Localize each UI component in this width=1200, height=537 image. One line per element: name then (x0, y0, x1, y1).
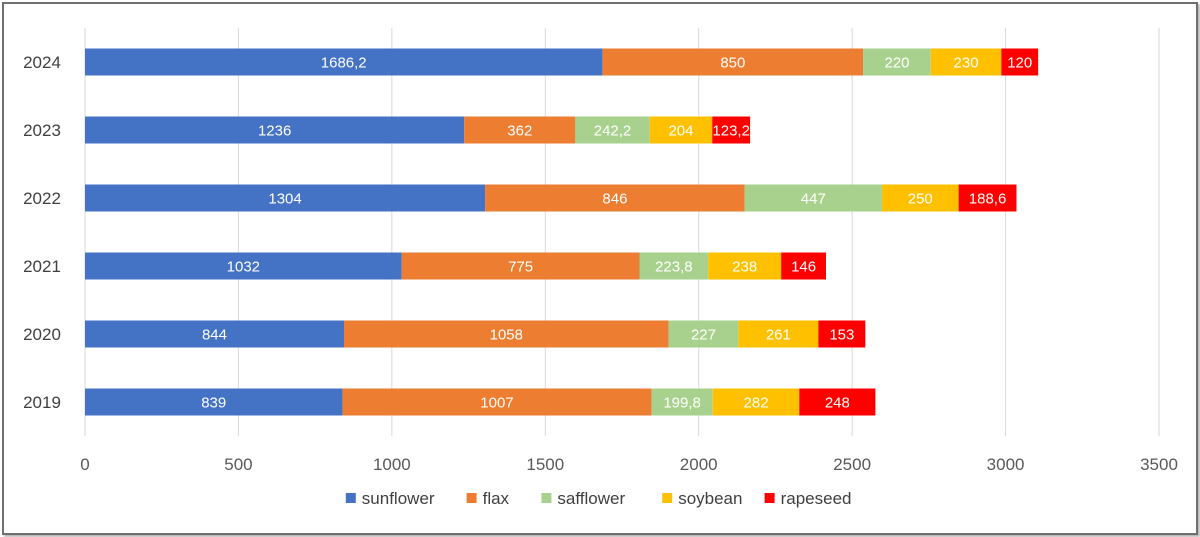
bar-segment-sunflower (85, 252, 402, 280)
data-label: 188,6 (969, 191, 1007, 208)
bar-segment-flax (464, 116, 576, 144)
bar-segment-soybean (708, 252, 782, 280)
data-label: 447 (801, 191, 826, 208)
legend-label-rapeseed: rapeseed (781, 489, 852, 508)
gridlines (84, 28, 1160, 436)
bar-segment-flax (602, 48, 864, 76)
bar-segment-safflower (575, 116, 650, 144)
legend-swatch-flax (466, 493, 477, 503)
data-label: 250 (908, 191, 933, 208)
legend-swatch-sunflower (345, 493, 356, 503)
data-label: 146 (791, 259, 816, 276)
data-label: 1304 (268, 191, 301, 208)
data-label: 220 (884, 55, 909, 72)
bar-segment-flax (342, 388, 652, 416)
data-label: 223,8 (655, 259, 693, 276)
x-tick-label: 2500 (833, 455, 871, 474)
bar-segment-safflower (651, 388, 713, 416)
category-label: 2021 (23, 257, 61, 276)
bar-segment-rapeseed (1001, 48, 1039, 76)
category-label: 2019 (23, 393, 61, 412)
bar-segment-safflower (668, 320, 739, 348)
bar-segment-sunflower (85, 388, 343, 416)
legend-swatch-rapeseed (764, 493, 775, 503)
data-label: 775 (508, 259, 533, 276)
data-label: 282 (744, 395, 769, 412)
x-tick-label: 3500 (1140, 455, 1178, 474)
bar-segment-soybean (712, 388, 800, 416)
bar-segment-sunflower (85, 116, 465, 144)
data-label: 1686,2 (321, 55, 367, 72)
x-tick-label: 2000 (680, 455, 718, 474)
data-label: 850 (720, 55, 745, 72)
data-label: 238 (732, 259, 757, 276)
category-label: 2022 (23, 189, 61, 208)
bar-segment-safflower (744, 184, 882, 212)
legend-label-sunflower: sunflower (362, 489, 435, 508)
data-label: 227 (691, 327, 716, 344)
data-label: 1007 (480, 395, 513, 412)
bar-segment-soybean (738, 320, 819, 348)
bar-segment-rapeseed (712, 116, 751, 144)
x-tick-label: 1500 (526, 455, 564, 474)
data-label: 362 (507, 123, 532, 140)
category-label: 2024 (23, 53, 61, 72)
category-labels: 2019 2020 2021 2022 2023 2024 (23, 53, 61, 412)
bar-segment-safflower (639, 252, 709, 280)
bar-segment-flax (401, 252, 640, 280)
x-tick-label: 1000 (373, 455, 411, 474)
category-label: 2023 (23, 121, 61, 140)
legend-swatch-soybean (662, 493, 673, 503)
data-label: 248 (825, 395, 850, 412)
bar-segment-safflower (863, 48, 931, 76)
legend-label-soybean: soybean (678, 489, 742, 508)
data-label: 153 (829, 327, 854, 344)
bar-segment-rapeseed (781, 252, 826, 280)
x-tick-label: 3000 (987, 455, 1025, 474)
bar-segment-flax (343, 320, 669, 348)
data-label: 846 (602, 191, 627, 208)
legend: sunflower flax safflower soybean rapeseed (345, 489, 852, 508)
data-label: 1236 (258, 123, 291, 140)
data-label: 123,2 (712, 123, 750, 140)
bar-segment-soybean (649, 116, 713, 144)
data-label: 261 (766, 327, 791, 344)
x-tick-label: 500 (224, 455, 252, 474)
data-label: 1032 (227, 259, 260, 276)
legend-label-safflower: safflower (557, 489, 625, 508)
bar-segment-rapeseed (799, 388, 876, 416)
data-label: 204 (668, 123, 693, 140)
bar-segment-sunflower (85, 320, 344, 348)
legend-swatch-safflower (541, 493, 552, 503)
bar-segment-sunflower (85, 48, 603, 76)
x-tick-label: 0 (80, 455, 89, 474)
bars: 839 1007 199,8 282 248 844 1058 227 261 153 1032 77… (85, 48, 1039, 416)
data-label: 839 (201, 395, 226, 412)
bar-segment-soybean (930, 48, 1002, 76)
category-label: 2020 (23, 325, 61, 344)
bar-segment-flax (485, 184, 745, 212)
bar-segment-rapeseed (818, 320, 866, 348)
data-label: 1058 (490, 327, 523, 344)
bar-segment-sunflower (85, 184, 486, 212)
legend-label-flax: flax (483, 489, 510, 508)
data-label: 242,2 (594, 123, 632, 140)
bar-segment-soybean (881, 184, 959, 212)
data-label: 199,8 (663, 395, 701, 412)
data-label: 844 (202, 327, 227, 344)
data-label: 230 (954, 55, 979, 72)
x-axis-ticks: 0 500 1000 1500 2000 2500 3000 3500 (80, 455, 1178, 474)
data-label: 120 (1007, 55, 1032, 72)
bar-segment-rapeseed (958, 184, 1017, 212)
